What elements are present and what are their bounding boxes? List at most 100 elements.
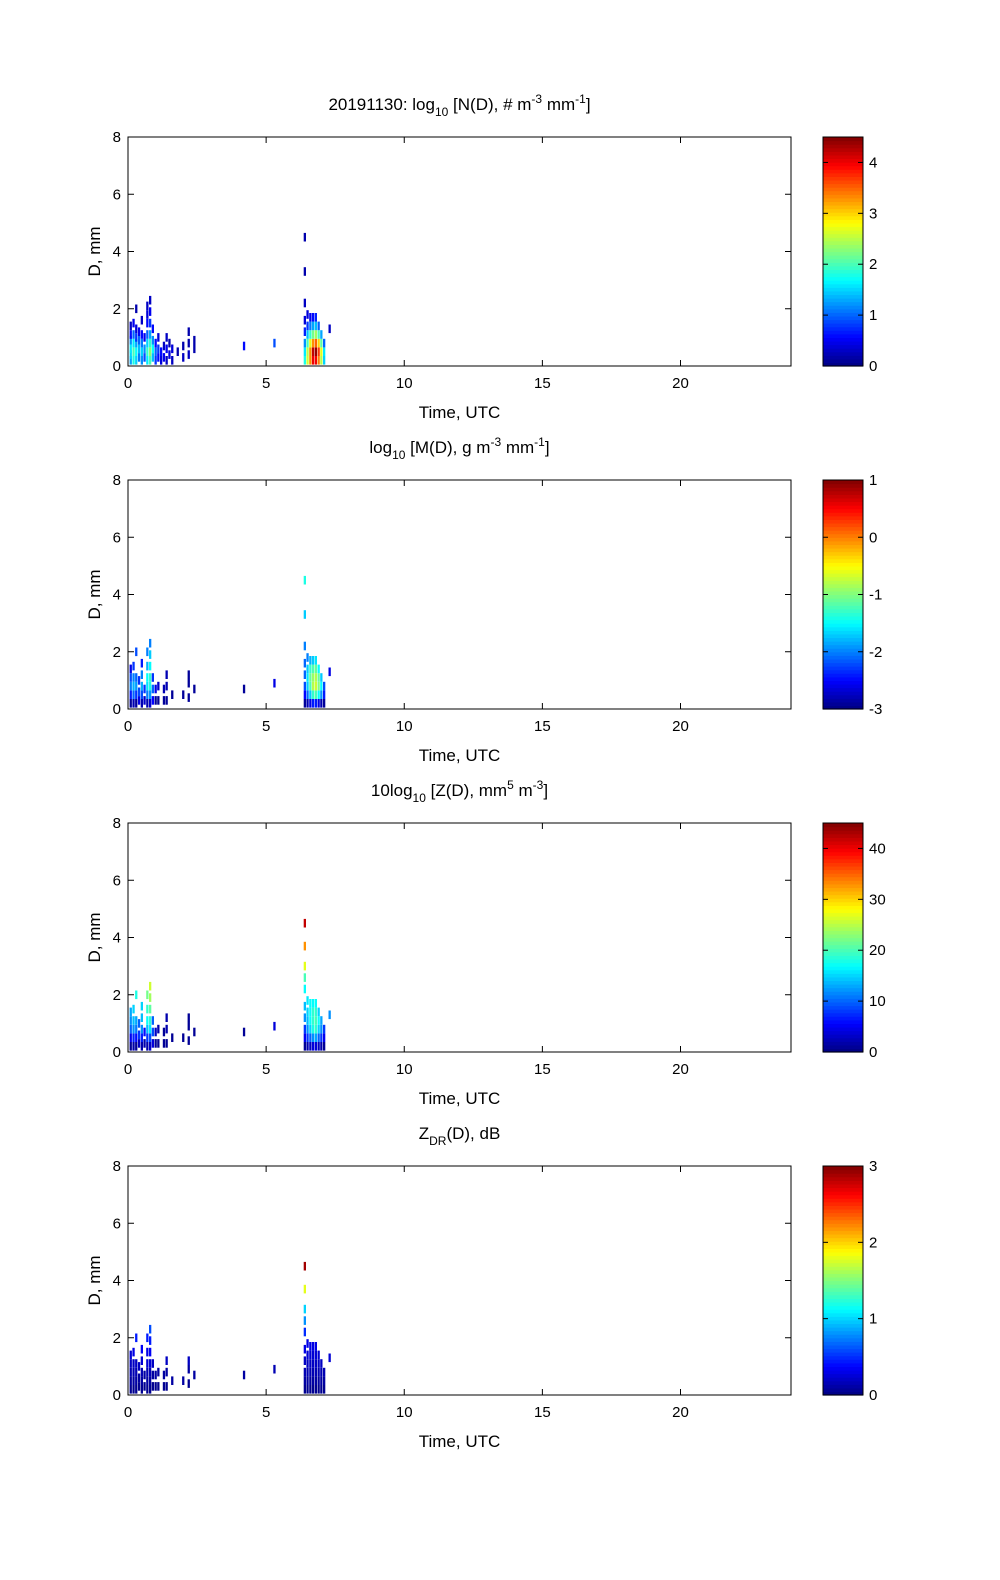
heatmap-cell	[146, 1033, 149, 1042]
heatmap-cell	[311, 1359, 315, 1368]
colorbar-tick-label: 0	[869, 358, 877, 375]
heatmap-cell	[311, 1350, 315, 1360]
heatmap-cell	[303, 267, 306, 276]
colorbar-segment	[823, 326, 863, 331]
heatmap-cell	[149, 661, 152, 671]
y-tick-label: 6	[113, 529, 121, 546]
plot-frame	[127, 822, 792, 1053]
heatmap-cell	[140, 1024, 143, 1034]
heatmap-cell	[171, 1376, 174, 1385]
heatmap-cell	[151, 335, 154, 345]
heatmap-cell	[162, 353, 166, 362]
heatmap-cell	[323, 1042, 326, 1051]
colorbar-segment	[823, 1294, 863, 1299]
heatmap-cell	[143, 1382, 146, 1391]
colorbar-segment	[823, 951, 863, 956]
heatmap-cell	[129, 1007, 132, 1017]
heatmap-cell	[311, 673, 315, 682]
heatmap-cell	[320, 347, 323, 356]
colorbar-tick-label: 2	[869, 256, 877, 273]
colorbar-tick-label: 30	[869, 891, 886, 908]
heatmap-cell	[309, 338, 312, 348]
colorbar-segment	[823, 608, 863, 613]
heatmap-cell	[303, 641, 306, 651]
heatmap-cell	[303, 973, 306, 982]
heatmap-cell	[182, 690, 185, 699]
heatmap-cell	[320, 1042, 323, 1051]
heatmap-cell	[171, 344, 174, 354]
heatmap-cell	[320, 690, 323, 699]
heatmap-cell	[137, 1362, 141, 1371]
heatmap-cell	[309, 347, 312, 356]
colorbar-segment	[823, 204, 863, 210]
colorbar-segment	[823, 587, 863, 592]
colorbar-segment	[823, 308, 863, 313]
heatmap-cell	[309, 699, 312, 708]
colorbar-segment	[823, 880, 863, 885]
colorbar-tick-label: 1	[869, 1311, 877, 1328]
colorbar-segment	[823, 1276, 863, 1282]
colorbar-segment	[823, 901, 863, 906]
heatmap-cell	[303, 918, 306, 928]
heatmap-cell	[309, 1042, 312, 1051]
heatmap-cell	[314, 681, 317, 691]
colorbar-segment	[823, 626, 863, 631]
colorbar: -3 -2 -1 0 1	[822, 472, 882, 718]
heatmap-cell	[306, 681, 309, 691]
colorbar-segment	[823, 980, 863, 985]
heatmap-cell	[311, 338, 315, 348]
heatmap-cell	[140, 690, 143, 699]
colorbar-segment	[823, 162, 863, 167]
heatmap-cell	[303, 681, 306, 691]
y-tick-label: 0	[113, 701, 121, 718]
heatmap-cell	[314, 1042, 317, 1051]
heatmap-cell	[303, 1024, 306, 1034]
heatmap-cell	[306, 673, 309, 682]
heatmap-cell	[311, 656, 315, 665]
colorbar-segment	[823, 1169, 863, 1174]
heatmap-cell	[303, 315, 306, 325]
heatmap-cell	[132, 699, 135, 708]
heatmap-cell	[314, 1016, 317, 1025]
x-tick-label: 5	[262, 718, 270, 735]
colorbar-segment	[823, 283, 863, 288]
colorbar-segment	[823, 1044, 863, 1050]
heatmap-cell	[140, 347, 143, 356]
colorbar-segment	[823, 540, 863, 546]
heatmap-cell	[314, 1376, 317, 1385]
heatmap-cell	[187, 327, 190, 336]
heatmap-cell	[306, 664, 309, 674]
colorbar-segment	[823, 691, 863, 696]
heatmap-cell	[140, 1376, 143, 1385]
heatmap-cell	[317, 1350, 320, 1360]
heatmap-cell	[146, 690, 149, 699]
x-axis-label: Time, UTC	[419, 1432, 501, 1451]
colorbar-segment	[823, 247, 863, 253]
heatmap-cell	[306, 330, 309, 339]
colorbar-segment	[823, 1198, 863, 1203]
y-tick-label: 6	[113, 186, 121, 203]
heatmap-cell	[303, 1316, 306, 1325]
colorbar-segment	[823, 258, 863, 263]
colorbar-segment	[823, 569, 863, 574]
heatmap-cell	[303, 1376, 306, 1385]
heatmap-cell	[154, 684, 157, 694]
heatmap-cell	[317, 690, 320, 699]
heatmap-cell	[328, 1010, 331, 1020]
heatmap-cell	[140, 1033, 143, 1042]
x-tick-label: 20	[672, 1061, 689, 1078]
heatmap-cell	[135, 1359, 138, 1368]
colorbar-segment	[823, 537, 863, 542]
colorbar-segment	[823, 701, 863, 707]
colorbar-segment	[823, 1251, 863, 1257]
colorbar-segment	[823, 1309, 863, 1314]
colorbar-segment	[823, 637, 863, 642]
heatmap-cell	[135, 673, 138, 682]
colorbar-segment	[823, 1244, 863, 1249]
heatmap-cell	[311, 1376, 315, 1385]
y-tick-label: 6	[113, 1215, 121, 1232]
colorbar-segment	[823, 1301, 863, 1307]
heatmap-cell	[143, 696, 146, 705]
heatmap-cell	[135, 1333, 138, 1343]
plot-frame	[127, 1165, 792, 1396]
